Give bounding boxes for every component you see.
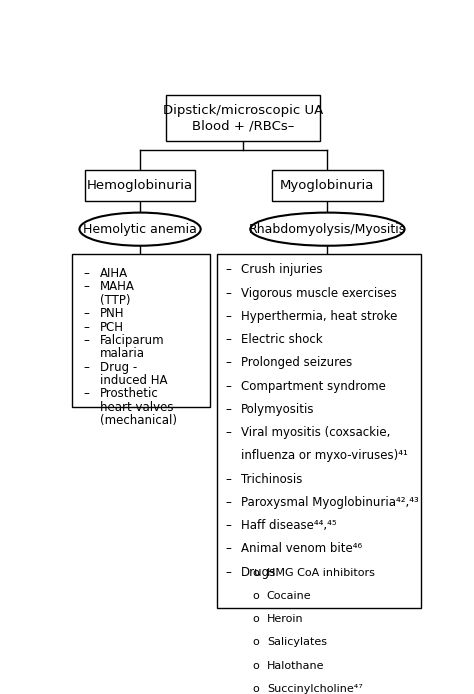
Text: –: – — [225, 542, 231, 555]
Text: PNH: PNH — [100, 307, 124, 320]
Ellipse shape — [80, 212, 201, 246]
Text: Myoglobinuria: Myoglobinuria — [280, 179, 374, 192]
Ellipse shape — [250, 212, 405, 246]
Text: Electric shock: Electric shock — [241, 333, 323, 346]
Text: o: o — [252, 568, 259, 577]
Text: o: o — [252, 591, 259, 601]
Text: –: – — [225, 356, 231, 369]
Text: HMG CoA inhibitors: HMG CoA inhibitors — [267, 568, 374, 577]
Text: Hemoglobinuria: Hemoglobinuria — [87, 179, 193, 192]
Text: Heroin: Heroin — [267, 614, 303, 624]
Text: –: – — [225, 519, 231, 532]
Text: Animal venom bite⁴⁶: Animal venom bite⁴⁶ — [241, 542, 362, 555]
Text: Prosthetic: Prosthetic — [100, 387, 158, 400]
FancyBboxPatch shape — [72, 254, 210, 407]
Text: Paroxysmal Myoglobinuria⁴²,⁴³: Paroxysmal Myoglobinuria⁴²,⁴³ — [241, 496, 419, 509]
Text: malaria: malaria — [100, 347, 145, 360]
Text: o: o — [252, 637, 259, 648]
Text: Cocaine: Cocaine — [267, 591, 311, 601]
Text: –: – — [83, 280, 89, 294]
Text: Haff disease⁴⁴,⁴⁵: Haff disease⁴⁴,⁴⁵ — [241, 519, 337, 532]
Text: heart valves: heart valves — [100, 400, 173, 414]
FancyBboxPatch shape — [85, 171, 195, 201]
Text: Drugs: Drugs — [241, 566, 276, 579]
Text: –: – — [225, 473, 231, 486]
Text: Compartment syndrome: Compartment syndrome — [241, 380, 386, 393]
Text: Prolonged seizures: Prolonged seizures — [241, 356, 352, 369]
Text: Viral myositis (coxsackie,: Viral myositis (coxsackie, — [241, 426, 391, 439]
Text: (mechanical): (mechanical) — [100, 414, 177, 427]
Text: –: – — [225, 333, 231, 346]
Text: Trichinosis: Trichinosis — [241, 473, 302, 486]
Text: –: – — [83, 361, 89, 373]
Text: AIHA: AIHA — [100, 267, 128, 280]
Text: –: – — [225, 496, 231, 509]
Text: influenza or myxo-viruses)⁴¹: influenza or myxo-viruses)⁴¹ — [241, 449, 408, 462]
Text: –: – — [225, 263, 231, 276]
Text: Salicylates: Salicylates — [267, 637, 327, 648]
FancyBboxPatch shape — [217, 254, 421, 608]
Text: Vigorous muscle exercises: Vigorous muscle exercises — [241, 287, 397, 300]
Text: –: – — [225, 380, 231, 393]
Text: o: o — [252, 661, 259, 670]
Text: Succinylcholine⁴⁷: Succinylcholine⁴⁷ — [267, 684, 363, 694]
Text: Halothane: Halothane — [267, 661, 324, 670]
Text: Hyperthermia, heat stroke: Hyperthermia, heat stroke — [241, 310, 398, 323]
Text: –: – — [225, 287, 231, 300]
Text: (TTP): (TTP) — [100, 294, 130, 307]
Text: –: – — [225, 310, 231, 323]
Text: Crush injuries: Crush injuries — [241, 263, 323, 276]
Text: –: – — [225, 426, 231, 439]
Text: Drug -: Drug - — [100, 361, 137, 373]
Text: Hemolytic anemia: Hemolytic anemia — [83, 223, 197, 236]
Text: o: o — [252, 684, 259, 694]
Text: –: – — [83, 307, 89, 320]
Text: o: o — [252, 614, 259, 624]
Text: –: – — [225, 566, 231, 579]
Text: –: – — [83, 334, 89, 347]
Text: –: – — [225, 403, 231, 416]
Text: Polymyositis: Polymyositis — [241, 403, 315, 416]
Text: induced HA: induced HA — [100, 374, 167, 387]
Text: Falciparum: Falciparum — [100, 334, 164, 347]
FancyBboxPatch shape — [272, 171, 383, 201]
Text: –: – — [83, 387, 89, 400]
Text: Dipstick/microscopic UA
Blood + /RBCs–: Dipstick/microscopic UA Blood + /RBCs– — [163, 104, 323, 132]
Text: PCH: PCH — [100, 321, 124, 334]
Text: –: – — [83, 267, 89, 280]
FancyBboxPatch shape — [166, 95, 320, 141]
Text: Rhabdomyolysis/Myositis: Rhabdomyolysis/Myositis — [249, 223, 406, 236]
Text: MAHA: MAHA — [100, 280, 135, 294]
Text: –: – — [83, 321, 89, 334]
